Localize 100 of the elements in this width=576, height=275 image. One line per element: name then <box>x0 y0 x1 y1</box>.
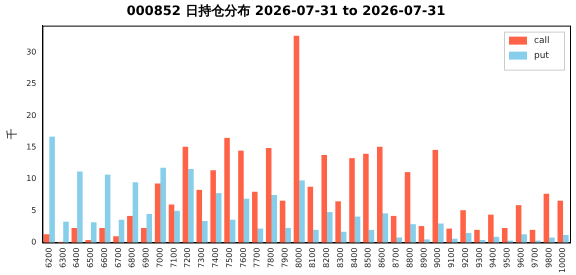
x-tick-label: 6600 <box>100 248 109 268</box>
y-tick-label: 30 <box>26 47 36 56</box>
bar <box>502 228 508 243</box>
bar <box>480 240 486 243</box>
x-tick-label: 8100 <box>308 248 318 268</box>
x-tick-label: 8400 <box>350 248 359 268</box>
bar <box>285 228 291 243</box>
legend-label: call <box>534 36 550 46</box>
x-tick-label: 8600 <box>378 248 387 268</box>
bar <box>432 150 438 243</box>
x-tick-label: 9000 <box>433 248 442 268</box>
bar <box>313 230 319 243</box>
bar <box>488 214 494 243</box>
bar <box>294 36 300 243</box>
x-tick-label: 6300 <box>58 248 68 268</box>
bar <box>174 210 180 243</box>
x-tick-label: 8500 <box>364 248 373 268</box>
bar <box>466 233 472 243</box>
bar <box>258 228 264 243</box>
bar <box>210 170 216 243</box>
bar <box>244 198 250 243</box>
bar <box>460 210 466 243</box>
x-tick-label: 6900 <box>142 248 151 268</box>
legend-label: put <box>534 50 550 61</box>
x-tick-label: 7200 <box>183 248 192 268</box>
bar <box>140 228 147 243</box>
bar <box>104 174 110 243</box>
x-tick-label: 9200 <box>460 248 470 268</box>
x-tick-label: 7300 <box>197 248 206 268</box>
bar <box>216 193 222 243</box>
bar <box>271 194 278 243</box>
bar <box>77 172 83 243</box>
x-tick-label: 6700 <box>114 248 123 268</box>
bar <box>63 222 69 243</box>
y-tick-label: 15 <box>26 142 36 152</box>
x-tick-label: 6800 <box>128 248 137 268</box>
bar <box>530 230 536 243</box>
bar <box>266 148 272 243</box>
bar <box>85 240 91 243</box>
bar <box>154 184 160 243</box>
chart-title: 000852 日持仓分布 2026-07-31 to 2026-07-31 <box>126 4 446 20</box>
bar <box>563 234 569 243</box>
bar <box>396 237 402 243</box>
bar <box>146 214 152 243</box>
y-tick-label: 25 <box>26 79 36 88</box>
x-tick-label: 8200 <box>322 248 332 268</box>
bar <box>72 228 78 243</box>
bar <box>299 180 305 243</box>
x-tick-label: 7100 <box>169 248 178 268</box>
bar <box>182 146 188 243</box>
bar <box>132 182 138 243</box>
bar <box>368 230 374 243</box>
y-tick-label: 0 <box>31 238 36 247</box>
bar <box>516 205 522 243</box>
bar <box>280 200 286 243</box>
bar <box>44 234 50 243</box>
x-tick-label: 8000 <box>294 248 304 268</box>
bar <box>188 168 194 243</box>
bar <box>424 239 430 243</box>
bar <box>321 155 328 243</box>
bar <box>224 138 230 243</box>
x-tick-label: 7800 <box>266 248 276 268</box>
bar <box>354 216 360 243</box>
x-tick-label: 10000 <box>558 248 568 274</box>
bar <box>252 192 258 243</box>
bar <box>446 228 452 243</box>
bar <box>438 224 444 243</box>
x-tick-label: 8700 <box>392 248 401 268</box>
bar <box>90 222 97 243</box>
x-tick-label: 7700 <box>252 248 262 268</box>
x-tick-label: 9800 <box>544 248 554 268</box>
bar <box>238 150 244 243</box>
bar <box>521 234 527 243</box>
x-tick-label: 7600 <box>238 248 248 268</box>
bar <box>196 190 202 243</box>
bar <box>160 168 166 243</box>
bar <box>118 220 124 243</box>
x-tick-label: 8900 <box>419 248 428 268</box>
x-tick-label: 9100 <box>447 248 456 268</box>
x-tick-label: 9500 <box>502 248 512 268</box>
x-tick-label: 9300 <box>474 248 484 268</box>
bar <box>127 216 133 243</box>
x-tick-label: 9700 <box>530 248 540 268</box>
y-axis-title: 千 <box>5 128 18 140</box>
bar <box>377 146 383 243</box>
bar <box>308 186 314 243</box>
bar <box>363 154 369 243</box>
y-tick-label: 10 <box>26 174 36 184</box>
x-tick-label: 7400 <box>211 248 220 268</box>
bar <box>410 224 416 243</box>
bar <box>168 204 174 243</box>
bar <box>558 200 564 243</box>
x-tick-label: 6500 <box>86 248 96 268</box>
bar <box>390 216 396 243</box>
bar <box>494 236 500 243</box>
bar <box>549 237 555 243</box>
x-tick-label: 7900 <box>280 248 290 268</box>
bar <box>99 228 105 243</box>
x-tick-label: 9400 <box>488 248 498 268</box>
x-tick-label: 6200 <box>44 248 54 268</box>
